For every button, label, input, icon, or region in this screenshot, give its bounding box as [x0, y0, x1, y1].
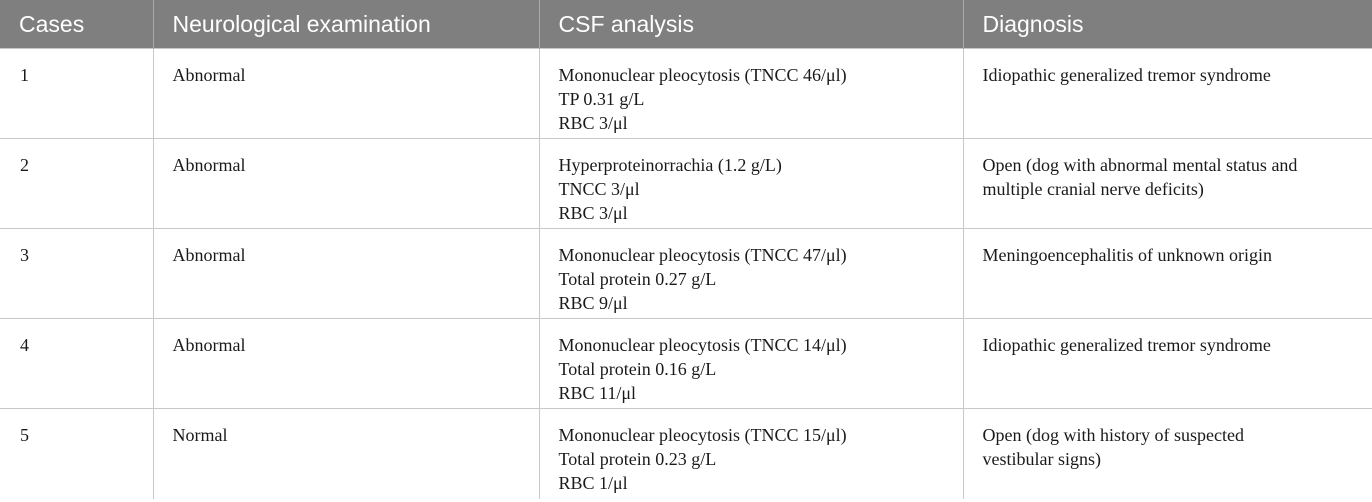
table-row: 2 Abnormal Hyperproteinorrachia (1.2 g/L…	[0, 138, 1372, 229]
diagnosis-line: Meningoencephalitis of unknown origin	[982, 245, 1272, 265]
csf-line: Mononuclear pleocytosis (TNCC 46/μl)	[558, 65, 847, 85]
csf-line: TP 0.31 g/L	[558, 89, 645, 109]
csf-line: TNCC 3/μl	[558, 179, 640, 199]
diagnosis-cell: Idiopathic generalized tremor syndrome	[962, 318, 1372, 409]
csf-line: Mononuclear pleocytosis (TNCC 47/μl)	[558, 245, 847, 265]
neurological-result: Abnormal	[152, 138, 539, 229]
diagnosis-line: Idiopathic generalized tremor syndrome	[982, 65, 1271, 85]
case-number: 3	[0, 228, 153, 319]
table-row: 1 Abnormal Mononuclear pleocytosis (TNCC…	[0, 48, 1372, 139]
csf-analysis-cell: Mononuclear pleocytosis (TNCC 46/μl) TP …	[538, 48, 963, 139]
csf-analysis-cell: Mononuclear pleocytosis (TNCC 15/μl) Tot…	[538, 408, 963, 499]
csf-analysis-cell: Hyperproteinorrachia (1.2 g/L) TNCC 3/μl…	[538, 138, 963, 229]
csf-line: Total protein 0.27 g/L	[558, 269, 717, 289]
neurological-result: Abnormal	[152, 48, 539, 139]
csf-line: Total protein 0.16 g/L	[558, 359, 717, 379]
diagnosis-line: multiple cranial nerve deficits)	[982, 179, 1204, 199]
case-number: 2	[0, 138, 153, 229]
case-number: 5	[0, 408, 153, 499]
diagnosis-line: Open (dog with history of suspected	[982, 425, 1244, 445]
csf-line: Hyperproteinorrachia (1.2 g/L)	[558, 155, 782, 175]
neurological-result: Abnormal	[152, 228, 539, 319]
csf-analysis-cell: Mononuclear pleocytosis (TNCC 14/μl) Tot…	[538, 318, 963, 409]
diagnosis-line: Idiopathic generalized tremor syndrome	[982, 335, 1271, 355]
csf-line: Mononuclear pleocytosis (TNCC 15/μl)	[558, 425, 847, 445]
header-diagnosis: Diagnosis	[962, 0, 1372, 49]
diagnosis-cell: Meningoencephalitis of unknown origin	[962, 228, 1372, 319]
neurological-result: Normal	[152, 408, 539, 499]
table-row: 3 Abnormal Mononuclear pleocytosis (TNCC…	[0, 228, 1372, 319]
diagnosis-cell: Idiopathic generalized tremor syndrome	[962, 48, 1372, 139]
csf-line: RBC 3/μl	[558, 203, 628, 223]
diagnosis-cell: Open (dog with abnormal mental status an…	[962, 138, 1372, 229]
case-number: 1	[0, 48, 153, 139]
diagnosis-cell: Open (dog with history of suspected vest…	[962, 408, 1372, 499]
header-cases: Cases	[0, 0, 153, 49]
header-csf-analysis: CSF analysis	[538, 0, 963, 49]
diagnosis-line: vestibular signs)	[982, 449, 1102, 469]
csf-analysis-cell: Mononuclear pleocytosis (TNCC 47/μl) Tot…	[538, 228, 963, 319]
neurological-result: Abnormal	[152, 318, 539, 409]
diagnosis-line: Open (dog with abnormal mental status an…	[982, 155, 1298, 175]
table-row: 4 Abnormal Mononuclear pleocytosis (TNCC…	[0, 318, 1372, 409]
csf-line: RBC 9/μl	[558, 293, 628, 313]
csf-line: RBC 1/μl	[558, 473, 628, 493]
table-row: 5 Normal Mononuclear pleocytosis (TNCC 1…	[0, 408, 1372, 499]
case-number: 4	[0, 318, 153, 409]
csf-line: RBC 11/μl	[558, 383, 637, 403]
csf-line: RBC 3/μl	[558, 113, 628, 133]
csf-line: Total protein 0.23 g/L	[558, 449, 717, 469]
table-header-row: Cases Neurological examination CSF analy…	[0, 0, 1372, 49]
header-neurological-examination: Neurological examination	[152, 0, 539, 49]
csf-line: Mononuclear pleocytosis (TNCC 14/μl)	[558, 335, 847, 355]
